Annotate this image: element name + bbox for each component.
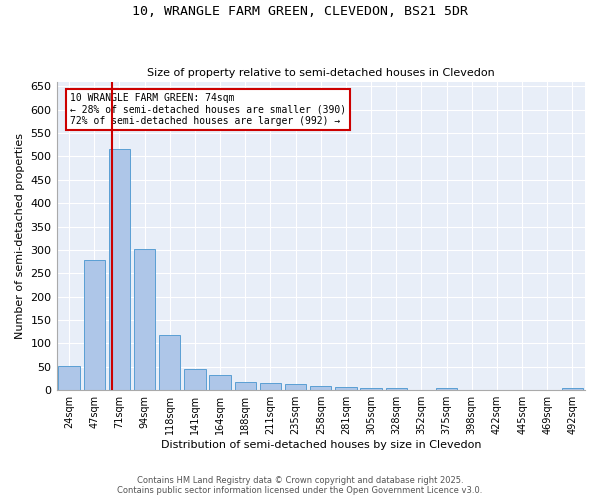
Bar bbox=[109, 150, 130, 390]
Bar bbox=[209, 375, 231, 390]
Y-axis label: Number of semi-detached properties: Number of semi-detached properties bbox=[15, 133, 25, 339]
Bar bbox=[310, 386, 331, 390]
Bar bbox=[562, 388, 583, 390]
Bar bbox=[58, 366, 80, 390]
Bar bbox=[184, 368, 206, 390]
Title: Size of property relative to semi-detached houses in Clevedon: Size of property relative to semi-detach… bbox=[147, 68, 494, 78]
Bar bbox=[159, 334, 181, 390]
Bar bbox=[436, 388, 457, 390]
Bar bbox=[361, 388, 382, 390]
Bar bbox=[134, 250, 155, 390]
Bar bbox=[335, 387, 356, 390]
Text: 10 WRANGLE FARM GREEN: 74sqm
← 28% of semi-detached houses are smaller (390)
72%: 10 WRANGLE FARM GREEN: 74sqm ← 28% of se… bbox=[70, 93, 347, 126]
Bar bbox=[260, 383, 281, 390]
Text: Contains HM Land Registry data © Crown copyright and database right 2025.
Contai: Contains HM Land Registry data © Crown c… bbox=[118, 476, 482, 495]
Text: 10, WRANGLE FARM GREEN, CLEVEDON, BS21 5DR: 10, WRANGLE FARM GREEN, CLEVEDON, BS21 5… bbox=[132, 5, 468, 18]
Bar bbox=[386, 388, 407, 390]
X-axis label: Distribution of semi-detached houses by size in Clevedon: Distribution of semi-detached houses by … bbox=[161, 440, 481, 450]
Bar bbox=[285, 384, 307, 390]
Bar bbox=[235, 382, 256, 390]
Bar bbox=[83, 260, 105, 390]
